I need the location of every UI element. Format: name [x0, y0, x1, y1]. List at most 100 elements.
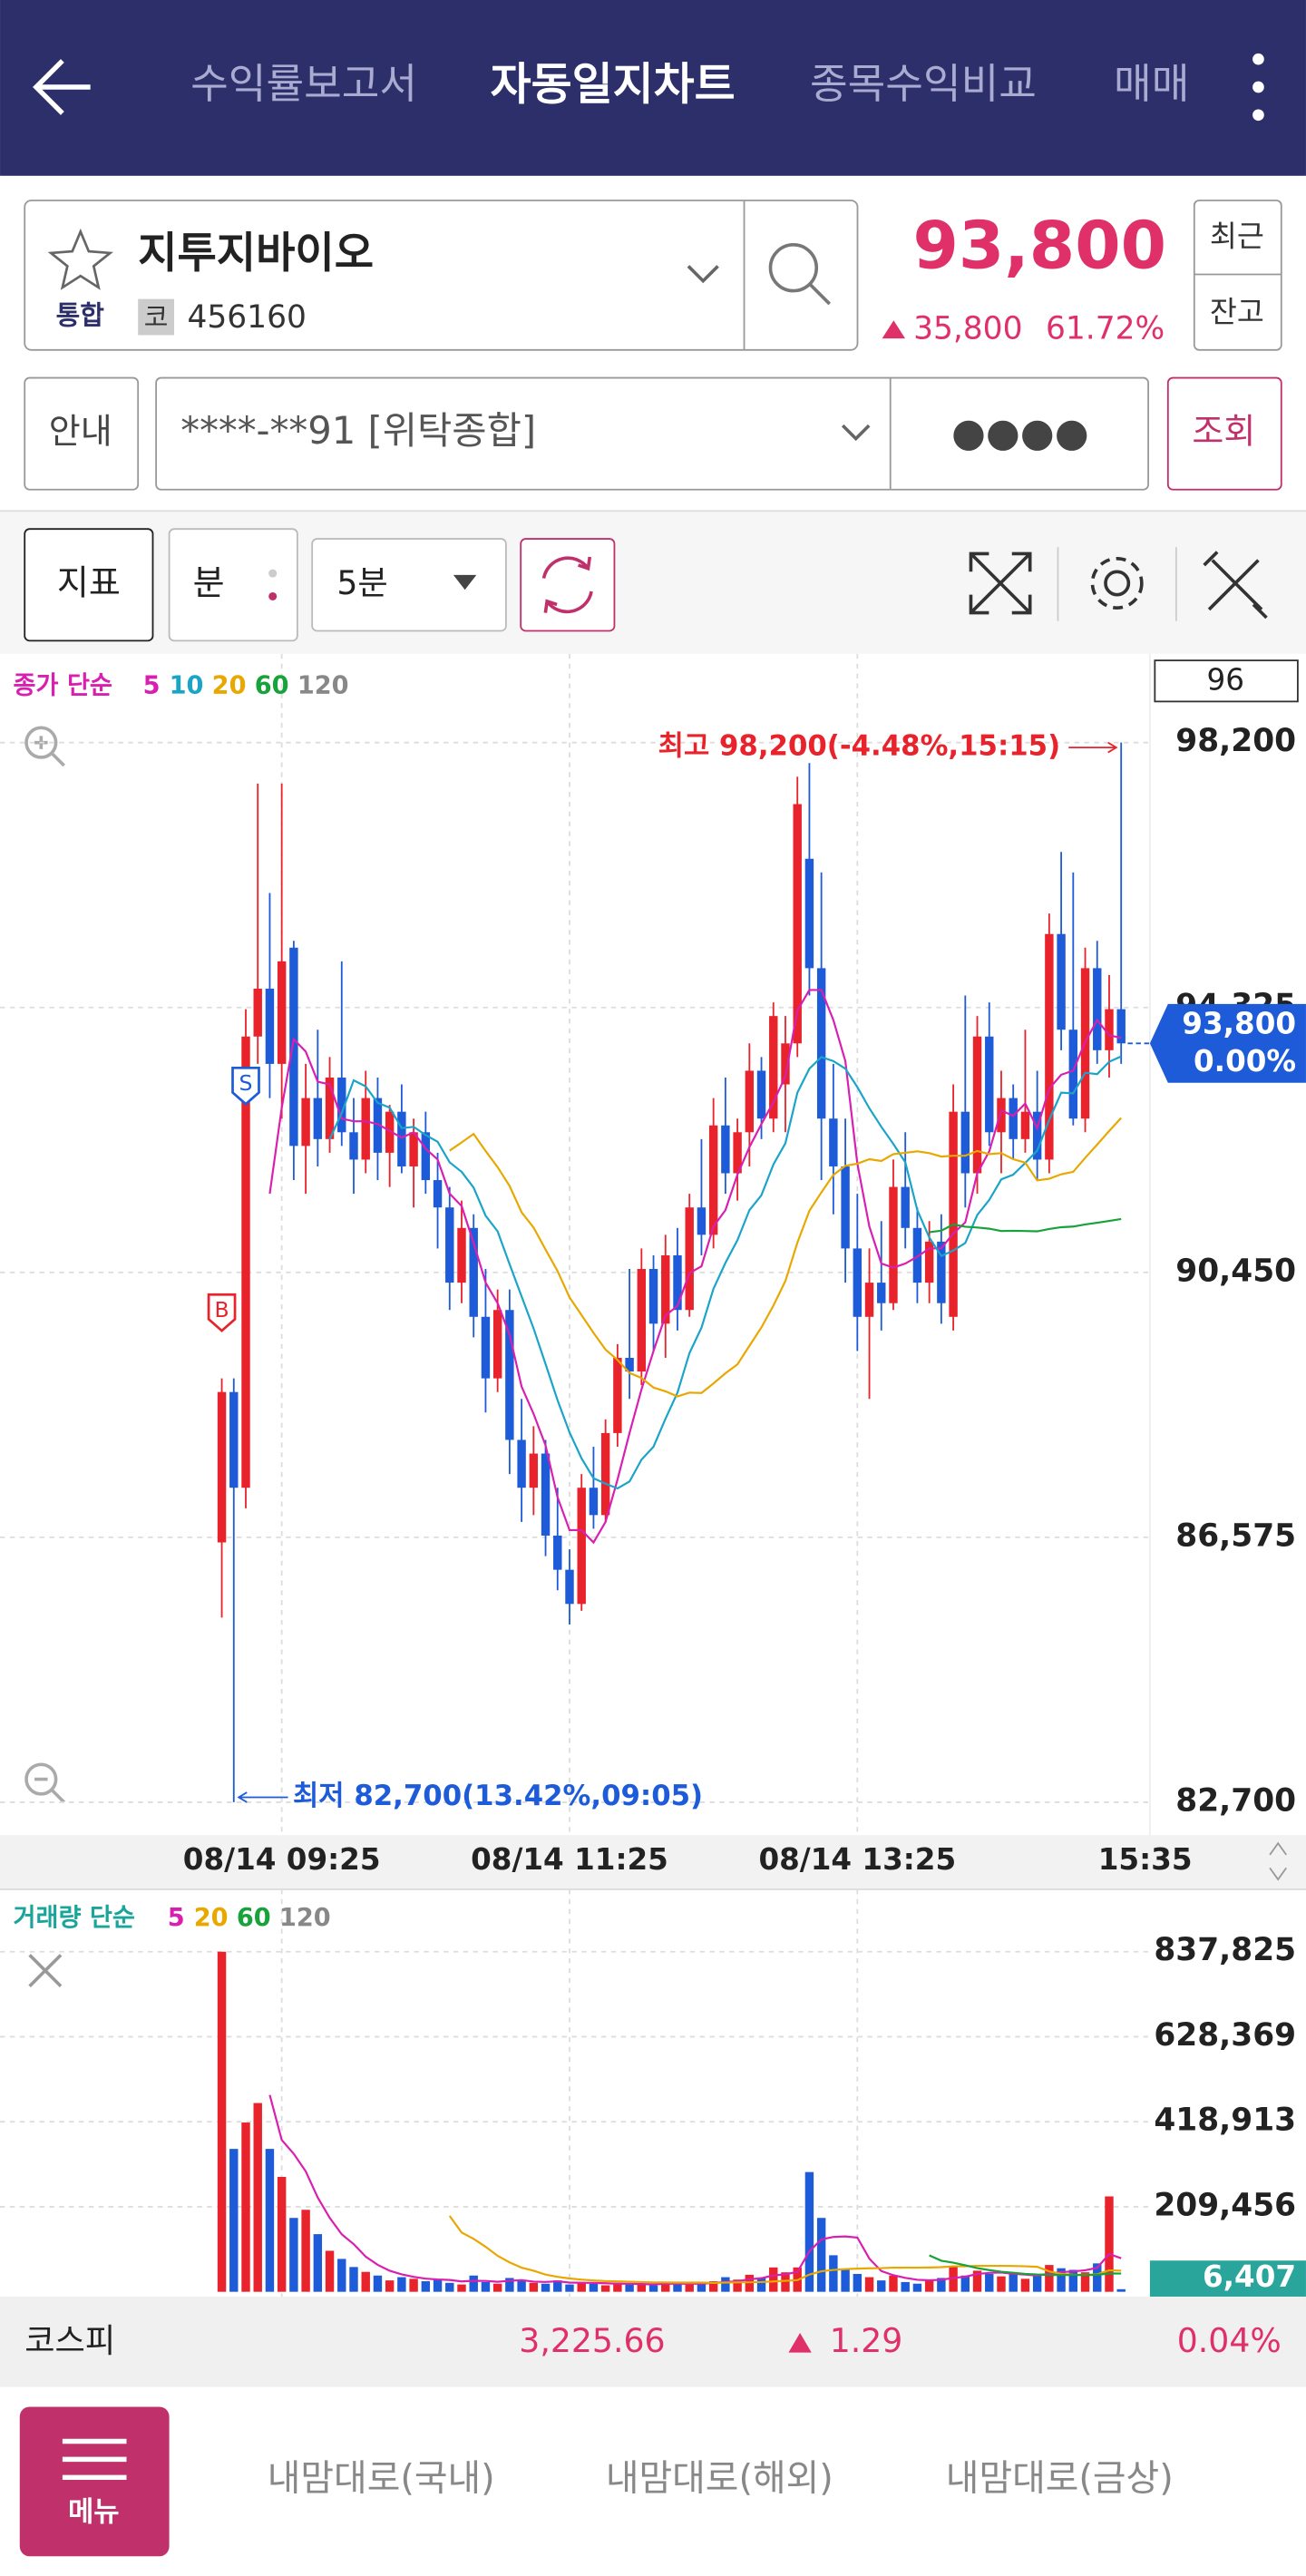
change-pct: 61.72% [1046, 311, 1165, 347]
volume-bar [1068, 2269, 1078, 2292]
candle-body [841, 1166, 850, 1249]
candle-body [325, 1077, 335, 1139]
interval-select-bg[interactable] [311, 538, 507, 632]
tools-icon[interactable] [1203, 551, 1268, 620]
settings-icon[interactable] [1090, 557, 1144, 610]
recent-button[interactable]: 최근 [1210, 220, 1264, 254]
indicator-button[interactable]: 지표 [57, 562, 121, 602]
indicator-button-bg[interactable] [24, 528, 154, 642]
balance-button[interactable]: 잔고 [1210, 295, 1264, 329]
current-price: 93,800 [912, 208, 1166, 284]
count-box [1154, 659, 1299, 703]
volume-bar [373, 2275, 383, 2292]
back-button[interactable] [33, 59, 91, 115]
volume-bar [492, 2283, 502, 2292]
dropdown-icon[interactable] [453, 574, 477, 590]
volume-bar [1080, 2272, 1090, 2292]
refresh-icon [541, 556, 593, 614]
volume-bar [529, 2282, 539, 2292]
volume-bar [577, 2281, 586, 2292]
close-volume[interactable] [28, 1954, 63, 1988]
guide-button[interactable]: 안내 [49, 412, 112, 452]
y-tick-label: 418,913 [1154, 2103, 1296, 2139]
candle-body [517, 1439, 526, 1488]
menu-label[interactable]: 메뉴 [68, 2496, 120, 2529]
dot [268, 591, 278, 601]
dropdown-icon[interactable] [687, 265, 719, 284]
volume-bar [600, 2285, 610, 2292]
unit-button-bg[interactable] [168, 528, 298, 642]
refresh-button[interactable] [520, 538, 616, 632]
interval-select[interactable]: 5분 [336, 563, 387, 602]
candle-body [648, 1269, 658, 1324]
candle-body [1068, 1029, 1078, 1119]
candle-body [756, 1070, 766, 1119]
search-button[interactable] [768, 243, 831, 306]
candle-body [1009, 1098, 1018, 1139]
volume-bar [937, 2278, 946, 2292]
legend-entry: 10 [170, 672, 204, 700]
volume-bar [1105, 2196, 1114, 2292]
stock-name[interactable]: 지투지바이오 [138, 229, 374, 278]
menu-button[interactable] [19, 2406, 170, 2557]
volume-bar [433, 2279, 443, 2292]
dropdown-icon[interactable] [841, 424, 871, 442]
moving-average [448, 2215, 1122, 2284]
volume-bar [553, 2280, 562, 2292]
candle-body [613, 1358, 622, 1433]
volume-bar [229, 2149, 239, 2292]
y-tick-label: 837,825 [1154, 1932, 1296, 1968]
volume-bar [517, 2281, 526, 2292]
candle-body [708, 1125, 718, 1235]
tab[interactable]: 수익률보고서 [190, 60, 417, 108]
volume-bar [421, 2281, 431, 2292]
volume-bar [648, 2285, 658, 2292]
account-box [155, 376, 1149, 491]
up-triangle [882, 320, 906, 339]
query-button-bg[interactable] [1166, 376, 1282, 491]
high-arrow [1068, 741, 1118, 754]
volume-bar [721, 2277, 730, 2292]
candle-body [793, 804, 802, 1044]
zoom-out[interactable] [24, 1762, 65, 1804]
volume-bar [469, 2275, 478, 2292]
expand-icon[interactable] [969, 551, 1032, 615]
candle-body [816, 968, 826, 1119]
legend-entry: 20 [212, 672, 247, 700]
more-button[interactable] [1252, 53, 1264, 122]
legend-entry: 120 [279, 1904, 331, 1932]
volume-bar [457, 2284, 466, 2292]
bottom-tab[interactable]: 내맘대로(국내) [268, 2457, 495, 2499]
candle-body [505, 1310, 514, 1440]
tab[interactable]: 매매 [1114, 60, 1189, 108]
password-field[interactable]: ●●●● [951, 410, 1089, 455]
tab[interactable]: 자동일지차트 [491, 58, 736, 110]
volume-bar [337, 2259, 346, 2292]
candle-body [769, 1016, 778, 1119]
bottom-tab[interactable]: 내맘대로(금상) [946, 2457, 1174, 2499]
candle-body [409, 1132, 418, 1166]
tab[interactable]: 종목수익비교 [810, 60, 1037, 108]
price-tag [1149, 1003, 1306, 1083]
candle-body [301, 1098, 310, 1147]
y-tick-label: 209,456 [1154, 2187, 1296, 2223]
candle-body [469, 1227, 478, 1317]
trade-marker-label: S [239, 1070, 253, 1096]
market: 통합 [56, 300, 105, 331]
y-tick-label: 82,700 [1175, 1782, 1296, 1819]
account-select[interactable]: ****-**91 [위탁종합] [180, 408, 536, 453]
query-button[interactable]: 조회 [1192, 412, 1255, 452]
scroll-icon[interactable] [1269, 1841, 1287, 1881]
volume-bar [613, 2282, 622, 2292]
volume-bar [901, 2281, 910, 2292]
candle-body [565, 1569, 574, 1605]
stock-box [24, 200, 859, 351]
candle-body [1045, 933, 1054, 1160]
unit-button[interactable]: 분 [193, 562, 225, 602]
legend-entry: 5 [143, 672, 161, 700]
bottom-tab[interactable]: 내맘대로(해외) [606, 2457, 833, 2499]
favorite-star[interactable] [47, 228, 113, 290]
guide-button-bg[interactable] [24, 376, 140, 491]
candle-body [397, 1111, 406, 1166]
volume-bar [217, 1951, 227, 2292]
